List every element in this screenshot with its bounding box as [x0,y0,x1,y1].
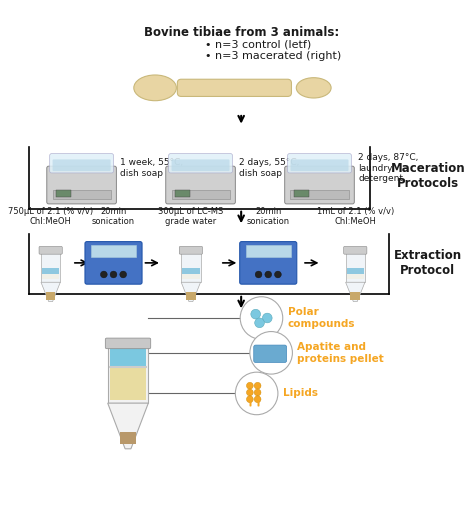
Bar [56,190,71,197]
Bar [109,367,146,400]
Text: 1 week, 55°C,
dish soap: 1 week, 55°C, dish soap [120,158,183,178]
Bar [346,268,364,274]
Bar [120,432,136,444]
FancyBboxPatch shape [177,79,292,97]
Bar [109,347,146,367]
FancyBboxPatch shape [166,166,236,204]
Ellipse shape [110,271,117,278]
FancyBboxPatch shape [285,166,354,204]
Circle shape [250,332,292,374]
Bar [181,253,201,282]
Ellipse shape [265,271,272,278]
Polygon shape [41,282,60,302]
Text: 1mL of 2:1 (% v/v)
Chl:MeOH: 1mL of 2:1 (% v/v) Chl:MeOH [317,207,394,226]
Polygon shape [346,282,365,302]
Bar [175,190,190,197]
Circle shape [246,396,253,403]
Circle shape [254,383,261,389]
Polygon shape [181,282,201,302]
Bar [346,253,365,282]
Bar [41,253,60,282]
Bar [53,190,110,199]
Circle shape [246,389,253,396]
FancyBboxPatch shape [105,338,151,349]
FancyBboxPatch shape [344,247,367,254]
Bar [346,274,364,279]
Polygon shape [108,403,148,449]
Text: Extraction
Protocol: Extraction Protocol [394,249,462,277]
Ellipse shape [120,271,127,278]
Text: Lipids: Lipids [283,388,318,399]
Circle shape [254,389,261,396]
FancyBboxPatch shape [47,166,117,204]
FancyBboxPatch shape [50,154,113,173]
FancyBboxPatch shape [254,345,287,362]
Bar [172,190,229,199]
Bar [46,292,55,299]
Text: 300μL of LC-MS
grade water: 300μL of LC-MS grade water [158,207,224,226]
FancyBboxPatch shape [169,154,232,173]
Bar [182,274,200,279]
Ellipse shape [255,271,262,278]
Text: 20min
sonication: 20min sonication [246,207,290,226]
FancyBboxPatch shape [288,154,351,173]
Circle shape [254,396,261,403]
Text: • n=3 macerated (right): • n=3 macerated (right) [205,51,342,61]
Text: Bovine tibiae from 3 animals:: Bovine tibiae from 3 animals: [144,26,339,39]
FancyBboxPatch shape [53,159,110,171]
Text: 750μL of 2:1 (% v/v)
Chl:MeOH: 750μL of 2:1 (% v/v) Chl:MeOH [8,207,93,226]
Text: 2 days, 55°C,
dish soap: 2 days, 55°C, dish soap [239,158,300,178]
Bar [350,292,360,299]
Text: Polar
compounds: Polar compounds [288,307,355,329]
FancyBboxPatch shape [39,247,62,254]
FancyBboxPatch shape [179,247,202,254]
Bar [108,347,148,403]
Bar [186,292,196,299]
Text: Apatite and
proteins pellet: Apatite and proteins pellet [297,342,384,364]
FancyBboxPatch shape [85,242,142,284]
Bar [91,245,136,257]
Ellipse shape [274,271,281,278]
Bar [291,190,348,199]
Text: 20min
sonication: 20min sonication [92,207,135,226]
Circle shape [246,383,253,389]
Circle shape [251,309,261,319]
Circle shape [263,313,272,323]
Bar [182,268,200,274]
Text: 2 days, 87°C,
laundry
detergent: 2 days, 87°C, laundry detergent [358,153,419,183]
Bar [42,274,59,279]
Text: Maceration
Protocols: Maceration Protocols [391,162,465,190]
Ellipse shape [100,271,107,278]
FancyBboxPatch shape [291,159,348,171]
Bar [246,245,291,257]
Ellipse shape [134,75,176,101]
Circle shape [236,372,278,415]
Circle shape [255,318,264,327]
Bar [294,190,309,197]
FancyBboxPatch shape [240,242,297,284]
Circle shape [240,297,283,339]
Bar [42,268,59,274]
Ellipse shape [296,78,331,98]
Text: • n=3 control (letf): • n=3 control (letf) [205,39,311,49]
FancyBboxPatch shape [172,159,229,171]
